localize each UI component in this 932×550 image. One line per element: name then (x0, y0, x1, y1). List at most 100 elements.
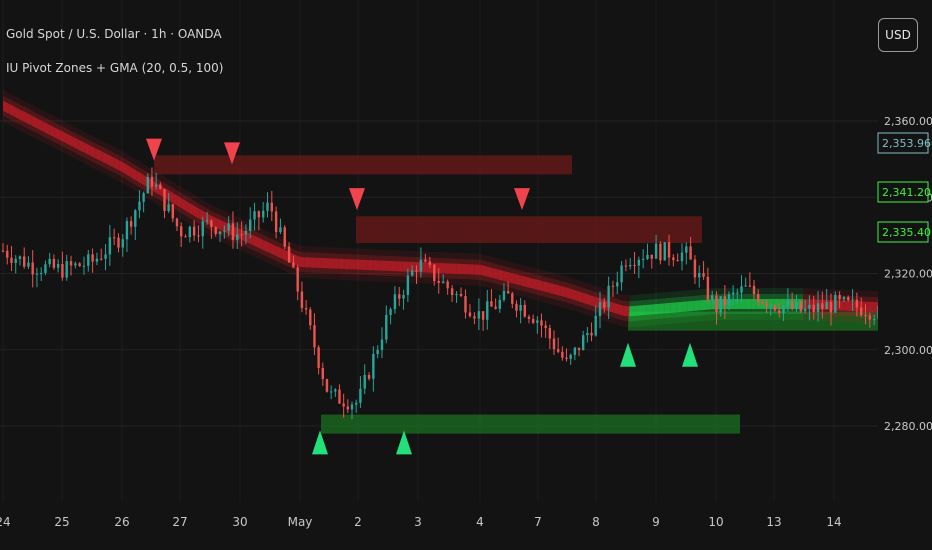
candle-body (523, 304, 527, 317)
candle-body (859, 307, 863, 316)
candle-body (659, 243, 662, 261)
candle-body (667, 242, 671, 258)
candle-body (87, 254, 90, 266)
gma-segment (390, 260, 397, 272)
gma-segment (130, 167, 137, 181)
candle-body (309, 309, 312, 326)
indicator-legend[interactable]: IU Pivot Zones + GMA (20, 0.5, 100) (6, 61, 224, 75)
candle-body (304, 308, 308, 310)
gma-segment (275, 245, 282, 259)
candle-body (18, 256, 22, 259)
price-badge-label: 2,335.405 (882, 226, 932, 239)
candle-body (616, 282, 619, 287)
gma-segment (193, 205, 200, 219)
candle-body (201, 221, 204, 237)
candle-body (214, 227, 217, 235)
gma-segment (31, 115, 38, 129)
candle-body (23, 256, 26, 267)
candle-body (565, 357, 568, 359)
candle-body (715, 295, 718, 313)
y-tick-label: 2,320.000 (884, 268, 932, 281)
candle-body (31, 262, 34, 275)
candle-body (188, 226, 192, 238)
candle-body (184, 236, 187, 238)
candle-body (629, 264, 632, 267)
gma-segment (187, 201, 194, 216)
x-tick-label: 14 (826, 515, 841, 529)
gma-segment (373, 260, 380, 271)
pivot-high-marker (146, 138, 162, 161)
gma-segment (844, 300, 851, 311)
gma-segment (565, 287, 572, 300)
candle-body (231, 223, 235, 240)
resistance-zone (154, 155, 572, 175)
gma-segment (316, 257, 322, 269)
gma-segment (503, 270, 510, 283)
gma-segment (867, 301, 874, 312)
candle-body (257, 211, 261, 218)
candle-body (223, 230, 226, 232)
gma-segment (705, 299, 712, 310)
candle-body (531, 318, 535, 323)
gma-segment (49, 124, 55, 138)
gma-segment (84, 142, 90, 156)
time-axis (0, 502, 932, 550)
gma-segment (739, 299, 746, 309)
gma-segment (385, 260, 391, 271)
gma-segment (699, 299, 706, 311)
candle-body (300, 291, 304, 309)
candle-body (842, 297, 846, 300)
gma-segment (641, 304, 647, 316)
candle-body (544, 325, 547, 329)
chart-title: Gold Spot / U.S. Dollar · 1h · OANDA (6, 27, 222, 41)
gma-segment (258, 237, 264, 251)
gma-segment (304, 257, 311, 268)
candle-body (359, 388, 362, 403)
gma-segment (142, 174, 148, 188)
candle-body (803, 308, 807, 312)
candle-body (778, 310, 781, 314)
candle-body (834, 294, 837, 313)
gma-segment (72, 136, 79, 150)
gma-segment (252, 234, 258, 248)
y-tick-label: 2,280.000 (884, 420, 932, 433)
candle-body (506, 291, 510, 294)
gma-segment (468, 264, 475, 275)
gma-segment (474, 264, 481, 275)
candle-body (812, 304, 815, 312)
gma-segment (263, 240, 270, 253)
candle-body (790, 301, 794, 309)
candles (1, 167, 932, 420)
candle-body (446, 281, 449, 289)
candle-body (325, 379, 329, 392)
candle-body (279, 227, 282, 233)
candle-body (740, 286, 743, 293)
candle-body (69, 261, 73, 266)
gma-segment (199, 208, 206, 223)
candle-body (1, 250, 5, 252)
currency-button[interactable]: USD (878, 18, 918, 52)
candle-body (346, 406, 350, 410)
gma-segment (3, 100, 9, 114)
candle-body (287, 246, 291, 263)
candle-body (338, 389, 341, 404)
candle-body (548, 328, 552, 339)
candle-body (569, 354, 572, 359)
gma-segment (14, 106, 21, 120)
gma-segment (450, 263, 457, 274)
resistance-zone (356, 216, 702, 243)
x-tick-label: 30 (232, 515, 247, 529)
gma-segment (658, 303, 665, 314)
x-tick-label: 26 (114, 515, 129, 529)
candle-body (112, 237, 116, 239)
x-tick-label: 9 (652, 515, 660, 529)
gma-segment (125, 163, 131, 178)
gma-segment (514, 273, 521, 286)
candle-body (180, 226, 183, 237)
candle-body (598, 302, 602, 316)
gma-segment (462, 263, 469, 275)
y-tick-label: 2,360.000 (884, 115, 932, 128)
gma-segment (520, 275, 527, 287)
candle-body (702, 273, 705, 277)
